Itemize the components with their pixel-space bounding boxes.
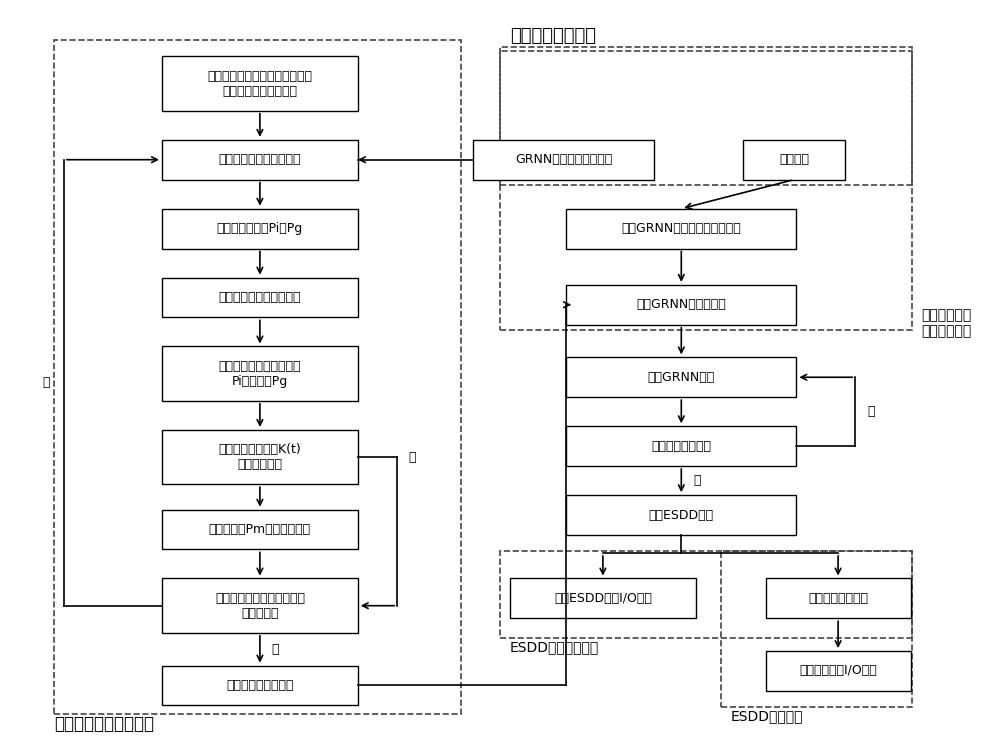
Text: 预警分级判断模块: 预警分级判断模块	[808, 592, 868, 605]
Bar	[566, 285, 796, 325]
Bar	[162, 140, 358, 180]
Bar	[566, 495, 796, 535]
Text: 否: 否	[867, 406, 875, 418]
Bar	[162, 278, 358, 317]
Text: 是: 是	[272, 643, 279, 656]
Bar	[766, 651, 911, 691]
Text: GRNN的输入量和输出量: GRNN的输入量和输出量	[515, 153, 612, 166]
Text: 自适应变异粒子群单元: 自适应变异粒子群单元	[54, 715, 154, 733]
Bar	[162, 430, 358, 484]
Bar	[162, 665, 358, 705]
Text: 否: 否	[43, 376, 50, 389]
Text: 原始数据采集单元: 原始数据采集单元	[510, 27, 596, 45]
Bar	[162, 209, 358, 249]
Text: 预测ESDD输出I/O接口: 预测ESDD输出I/O接口	[554, 592, 652, 605]
Text: 预测ESDD数值: 预测ESDD数值	[649, 508, 714, 522]
Text: 原始数据: 原始数据	[779, 153, 809, 166]
Text: 计算每个粒子的适应度值: 计算每个粒子的适应度值	[219, 153, 301, 166]
Text: 初始化种群规模、维度、粒子速
度和位置、进化代数等: 初始化种群规模、维度、粒子速 度和位置、进化代数等	[207, 70, 312, 98]
Text: 是否达到精度要求: 是否达到精度要求	[651, 440, 711, 453]
Bar	[162, 579, 358, 633]
Bar	[54, 40, 461, 715]
Bar	[510, 579, 696, 619]
Text: 计算每个粒子的惯性权值: 计算每个粒子的惯性权值	[219, 291, 301, 304]
Bar	[500, 551, 912, 639]
Text: 广义回归神经
网络预测单元: 广义回归神经 网络预测单元	[921, 308, 972, 338]
Bar	[500, 47, 912, 185]
Text: 得到平滑因子最优解: 得到平滑因子最优解	[226, 679, 294, 692]
Text: 是: 是	[693, 474, 701, 487]
Bar	[766, 579, 911, 619]
Text: 训练GRNN网络: 训练GRNN网络	[648, 371, 715, 384]
Bar	[566, 426, 796, 466]
Bar	[743, 140, 845, 180]
Bar	[162, 56, 358, 111]
Bar	[162, 510, 358, 550]
Text: 预警信号输出I/O接口: 预警信号输出I/O接口	[799, 665, 877, 677]
Bar	[721, 551, 912, 707]
Text: 计算种群平均粒距K(t)
判断变异条件: 计算种群平均粒距K(t) 判断变异条件	[219, 443, 301, 471]
Text: ESDD预警单元: ESDD预警单元	[730, 710, 803, 724]
Text: 更新每个粒子的Pi和Pg: 更新每个粒子的Pi和Pg	[217, 222, 303, 235]
Text: 设定GRNN平滑因子值: 设定GRNN平滑因子值	[636, 298, 726, 312]
Text: 确定GRNN结构和输入及输出量: 确定GRNN结构和输入及输出量	[621, 222, 741, 235]
Text: 按一定概率Pm执行变异操作: 按一定概率Pm执行变异操作	[209, 523, 311, 536]
Text: 更新粒子的位置、速度和
Pi，并求出Pg: 更新粒子的位置、速度和 Pi，并求出Pg	[219, 360, 301, 388]
Bar	[500, 51, 912, 330]
Bar	[162, 346, 358, 401]
Bar	[566, 209, 796, 249]
Text: 否: 否	[409, 451, 416, 463]
Text: ESDD预测输出单元: ESDD预测输出单元	[510, 640, 599, 654]
Bar	[473, 140, 654, 180]
Text: 判断是否达到最大迭代代数
或精度要求: 判断是否达到最大迭代代数 或精度要求	[215, 592, 305, 619]
Bar	[566, 357, 796, 397]
